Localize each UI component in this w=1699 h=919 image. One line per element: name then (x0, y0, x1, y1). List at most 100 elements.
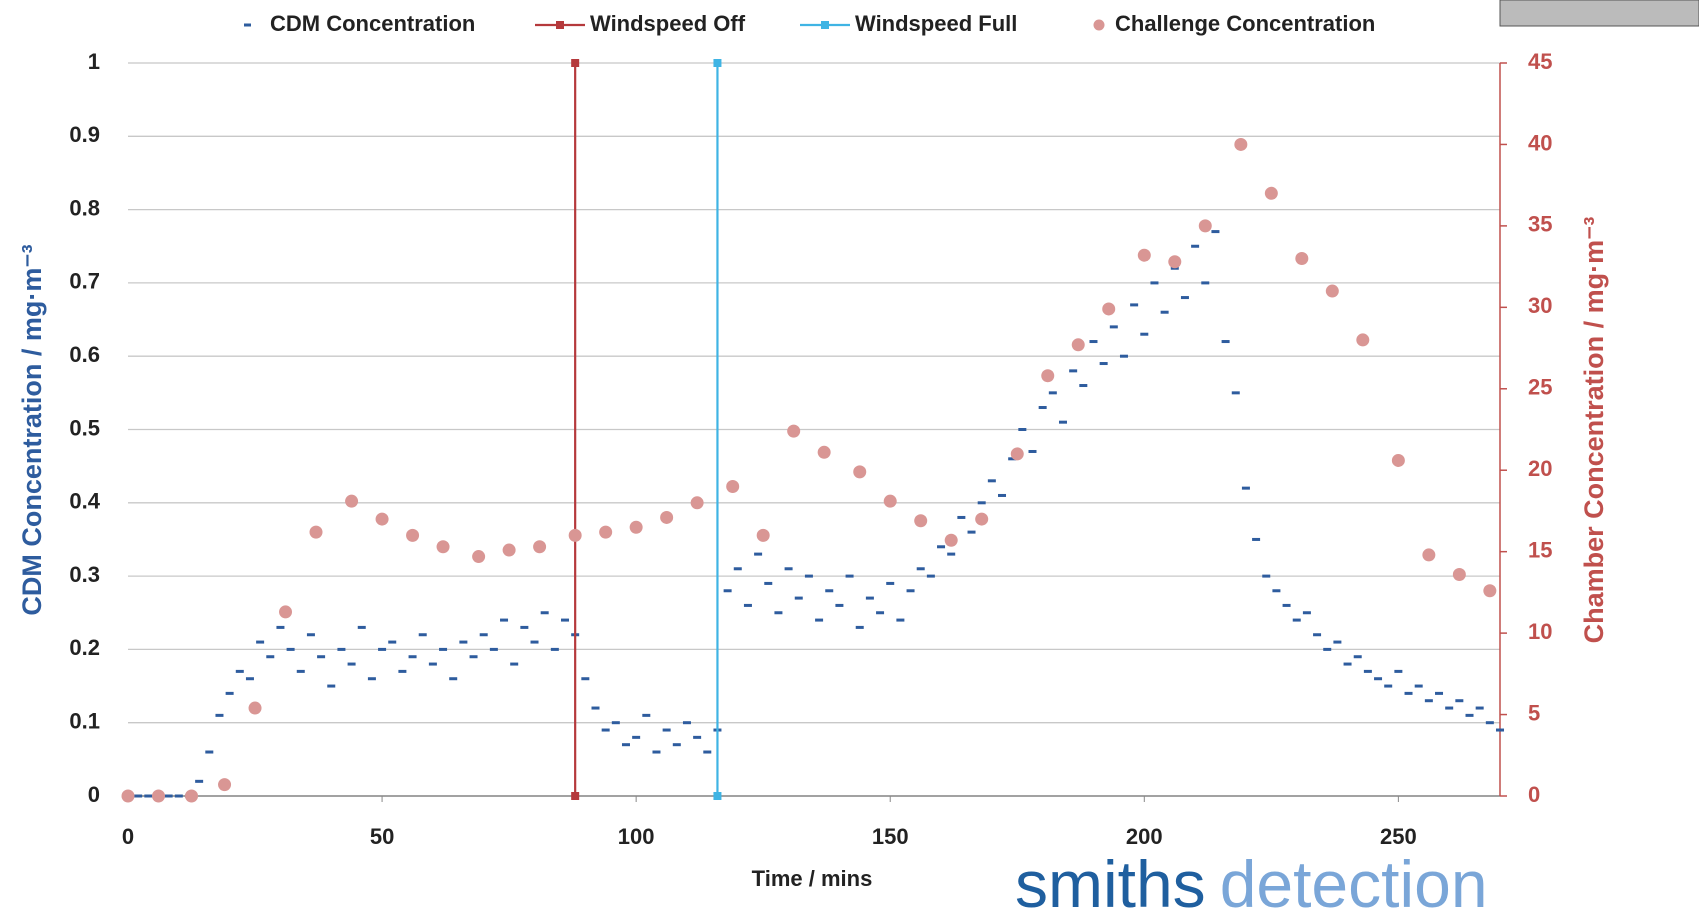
point (1356, 333, 1370, 347)
point (1465, 713, 1474, 717)
y-tick-label: 0.2 (69, 635, 100, 660)
point (1168, 255, 1182, 269)
legend-swatch (1093, 19, 1105, 31)
point (1252, 537, 1261, 541)
point (1150, 281, 1159, 285)
point (1435, 691, 1444, 695)
point (459, 640, 468, 644)
point (672, 743, 681, 747)
point (151, 789, 165, 803)
point (1028, 449, 1037, 453)
point (225, 691, 234, 695)
point (500, 618, 509, 622)
x-tick-label: 0 (122, 824, 134, 849)
point (632, 735, 641, 739)
point (1282, 603, 1291, 607)
point (726, 480, 740, 494)
point (345, 494, 359, 508)
point (449, 677, 458, 681)
point (286, 647, 295, 651)
point (1071, 338, 1085, 352)
point (439, 647, 448, 651)
y-tick-label: 0.3 (69, 562, 100, 587)
y2-tick-label: 35 (1528, 212, 1552, 237)
point (1264, 186, 1278, 200)
x-tick-label: 200 (1126, 824, 1163, 849)
point (581, 677, 590, 681)
y-tick-label: 0.4 (69, 489, 100, 514)
point (489, 647, 498, 651)
corner-image (1499, 0, 1699, 27)
y2-tick-label: 5 (1528, 700, 1540, 725)
point (998, 493, 1007, 497)
point (764, 581, 773, 585)
point (896, 618, 905, 622)
y2-tick-label: 30 (1528, 293, 1552, 318)
point (1374, 677, 1383, 681)
point (1099, 362, 1108, 366)
legend-label: Challenge Concentration (1115, 11, 1375, 36)
point (134, 794, 143, 798)
point (296, 669, 305, 673)
point (825, 589, 834, 593)
point (1272, 589, 1281, 593)
point (1323, 647, 1332, 651)
y-tick-label: 0.6 (69, 342, 100, 367)
point (1455, 699, 1464, 703)
y-tick-label: 0.8 (69, 195, 100, 220)
point (306, 633, 315, 637)
y-tick-label: 0.7 (69, 269, 100, 294)
point (906, 589, 915, 593)
point (375, 512, 389, 526)
point (1201, 281, 1210, 285)
y2-axis-title: Chamber Concentration / mg·m⁻³ (1579, 217, 1609, 644)
point (774, 611, 783, 615)
point (256, 640, 265, 644)
point (1292, 618, 1301, 622)
point (469, 655, 478, 659)
point (599, 525, 613, 539)
x-tick-label: 150 (872, 824, 909, 849)
point (347, 662, 356, 666)
point (682, 721, 691, 725)
legend-label: CDM Concentration (270, 11, 475, 36)
y2-tick-label: 10 (1528, 619, 1552, 644)
y-tick-label: 1 (88, 49, 100, 74)
point (975, 512, 989, 526)
point (784, 567, 793, 571)
line-marker (571, 59, 580, 67)
point (218, 778, 232, 792)
y2-tick-label: 15 (1528, 537, 1552, 562)
y-tick-label: 0 (88, 782, 100, 807)
x-tick-label: 50 (370, 824, 394, 849)
point (601, 728, 610, 732)
legend-label: Windspeed Off (590, 11, 746, 36)
point (327, 684, 336, 688)
point (967, 530, 976, 534)
point (845, 574, 854, 578)
point (1109, 325, 1118, 329)
point (317, 655, 326, 659)
point (1475, 706, 1484, 710)
point (1069, 369, 1078, 373)
point (787, 424, 801, 438)
point (733, 567, 742, 571)
point (408, 655, 417, 659)
point (947, 552, 956, 556)
point (883, 494, 897, 508)
y2-tick-label: 0 (1528, 782, 1540, 807)
point (530, 640, 539, 644)
point (629, 520, 643, 534)
point (1343, 662, 1352, 666)
point (398, 669, 407, 673)
point (756, 528, 770, 542)
point (276, 625, 285, 629)
point (1302, 611, 1311, 615)
point (235, 669, 244, 673)
point (1414, 684, 1423, 688)
legend-swatch (821, 21, 829, 29)
point (642, 713, 651, 717)
point (1198, 219, 1212, 233)
